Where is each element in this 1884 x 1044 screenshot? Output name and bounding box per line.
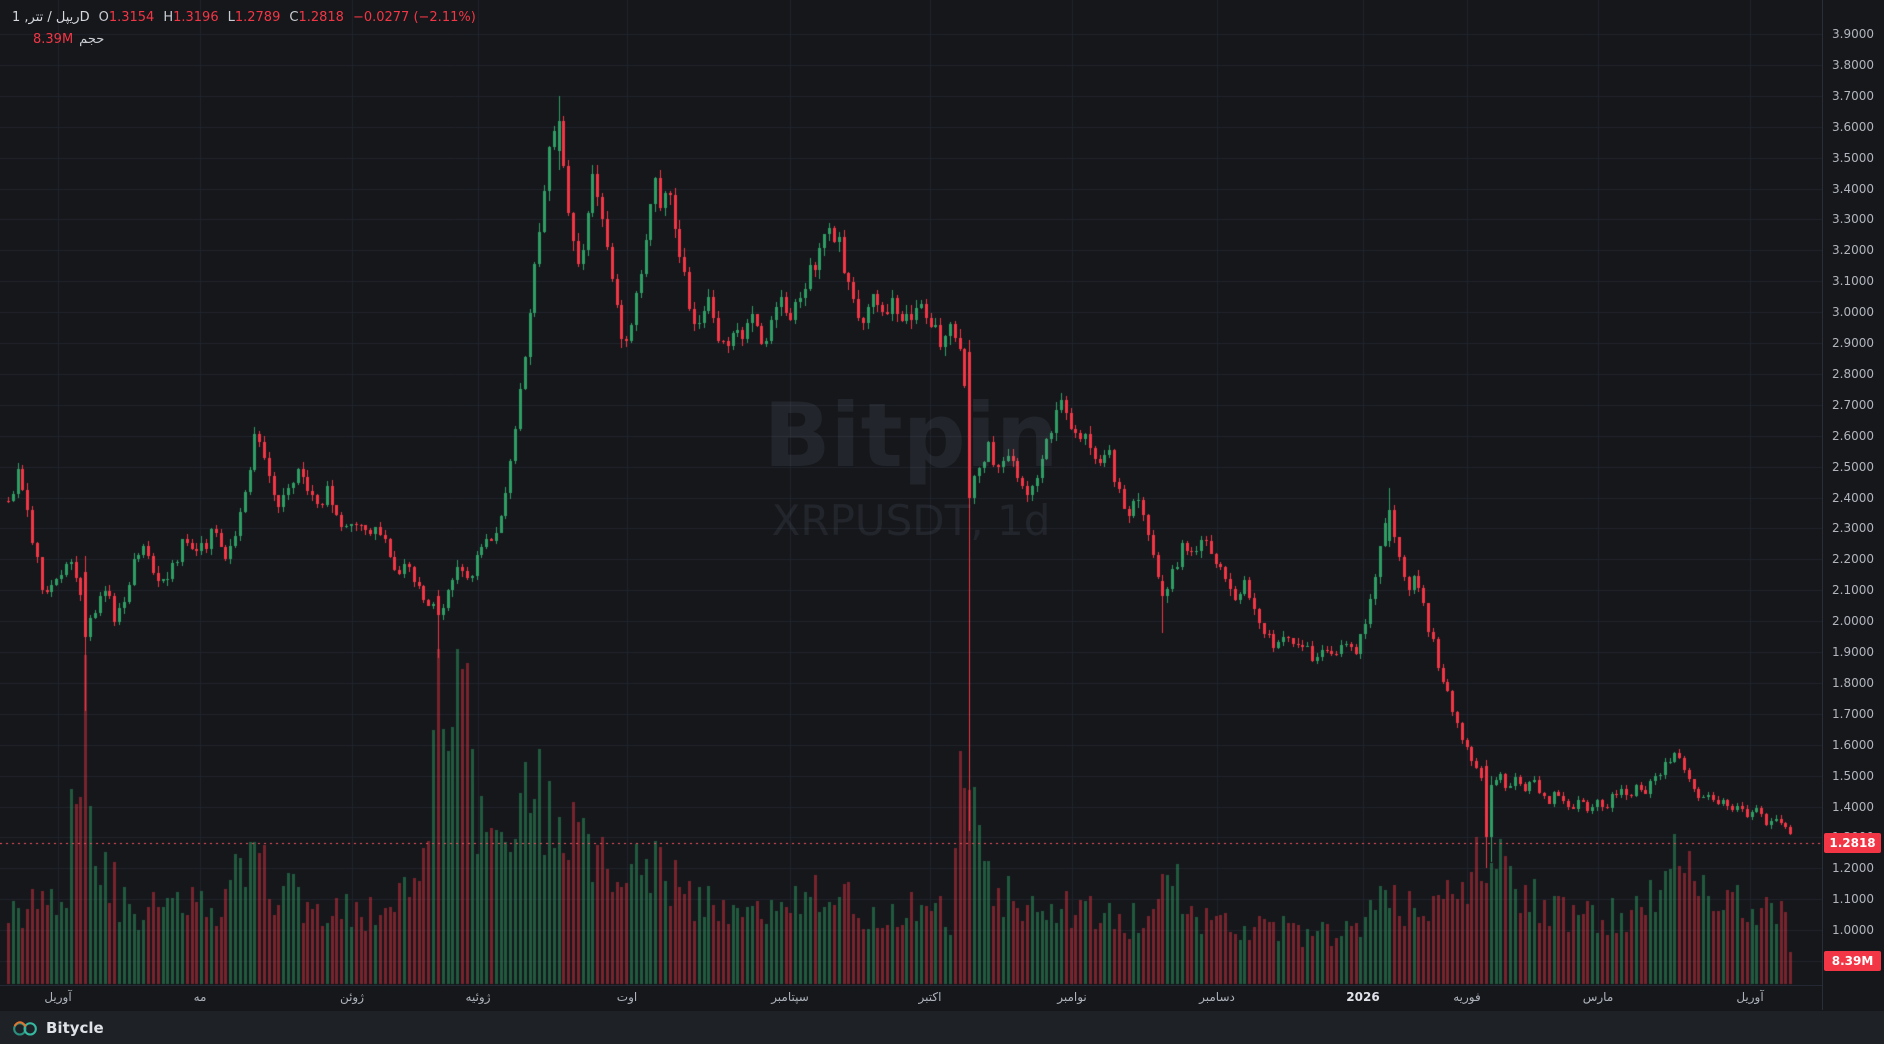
time-axis-label: اوت xyxy=(616,990,638,1004)
price-axis-label: 2.4000 xyxy=(1832,490,1874,505)
high-value: H1.3196 xyxy=(163,9,219,25)
price-axis-label: 3.6000 xyxy=(1832,119,1874,134)
price-axis-label: 3.9000 xyxy=(1832,27,1874,41)
time-axis[interactable]: آوریل مه ژوئن ژوئیه اوت سپتامبر اکتبر نوامبر دسا… xyxy=(0,985,1822,1011)
price-axis-label: 3.2000 xyxy=(1832,243,1874,258)
price-axis-label: 2.2000 xyxy=(1832,552,1874,567)
close-value: C1.2818 xyxy=(289,9,344,25)
footer-brand: Bitycle xyxy=(46,1018,104,1037)
time-axis-label: مارس xyxy=(1582,990,1614,1004)
bitycle-logo-icon[interactable] xyxy=(12,1018,38,1038)
price-axis-label: 3.3000 xyxy=(1832,212,1874,227)
price-axis-label: 2.9000 xyxy=(1832,336,1874,350)
price-axis-label: 1.9000 xyxy=(1832,645,1874,659)
time-axis-label: مه xyxy=(193,990,207,1004)
candlestick-chart-canvas[interactable] xyxy=(0,0,1822,985)
price-axis-label: 2.5000 xyxy=(1832,459,1874,474)
price-axis-label: 1.2000 xyxy=(1832,861,1874,876)
time-axis-label: آوریل xyxy=(44,990,72,1004)
volume-value: 8.39M xyxy=(33,31,74,47)
price-axis-label: 2.8000 xyxy=(1832,366,1874,381)
price-axis-label: 2.3000 xyxy=(1832,521,1874,536)
time-axis-label: دسامبر xyxy=(1199,990,1235,1004)
time-axis-label: سپتامبر xyxy=(771,990,809,1004)
time-axis-label: ژوئیه xyxy=(465,990,491,1004)
open-value: O1.3154 xyxy=(98,9,155,25)
price-axis-label: 1.5000 xyxy=(1832,768,1874,783)
volume-label: حجم xyxy=(79,31,105,47)
low-value: L1.2789 xyxy=(227,9,281,25)
legend-volume-row: 8.39M حجم xyxy=(33,29,476,49)
price-axis-label: 3.0000 xyxy=(1832,305,1874,320)
time-axis-label: اکتبر xyxy=(918,990,942,1004)
price-axis-label: 3.5000 xyxy=(1832,150,1874,165)
price-axis-label: 1.7000 xyxy=(1832,706,1874,721)
price-axis-label: 1.0000 xyxy=(1832,923,1874,938)
time-axis-label: ژوئن xyxy=(339,990,365,1004)
time-axis-label: آوریل xyxy=(1736,990,1764,1004)
price-axis-label: 2.1000 xyxy=(1832,583,1874,598)
price-axis-label: 1.8000 xyxy=(1832,675,1874,690)
symbol-name: ریپل / تتر, 1 xyxy=(12,9,80,25)
time-axis-label: فوریه xyxy=(1453,990,1481,1004)
price-axis-label: 2.0000 xyxy=(1832,614,1874,629)
price-axis-label: 3.7000 xyxy=(1832,88,1874,103)
price-axis-label: 1.4000 xyxy=(1832,799,1874,814)
interval-label: D xyxy=(79,9,90,25)
price-axis-label: 2.7000 xyxy=(1832,397,1874,412)
price-axis-label: 3.8000 xyxy=(1832,57,1874,72)
last-volume-badge: 8.39M xyxy=(1824,951,1881,971)
change-value: −0.0277 (−2.11%) xyxy=(352,9,476,25)
price-axis-label: 3.1000 xyxy=(1832,274,1874,289)
price-axis[interactable]: 3.9000 3.8000 3.7000 3.6000 3.5000 3.4000 3.30… xyxy=(1822,0,1884,1010)
price-axis-label: 2.6000 xyxy=(1832,428,1874,443)
last-price-badge: 1.2818 xyxy=(1824,833,1881,854)
price-axis-label: 3.4000 xyxy=(1832,181,1874,196)
price-axis-label: 1.6000 xyxy=(1832,737,1874,752)
footer-bar: Bitycle xyxy=(0,1010,1884,1044)
time-axis-label: 2026 xyxy=(1346,990,1380,1004)
price-axis-label: 1.1000 xyxy=(1832,892,1874,907)
time-axis-label: نوامبر xyxy=(1057,990,1087,1004)
